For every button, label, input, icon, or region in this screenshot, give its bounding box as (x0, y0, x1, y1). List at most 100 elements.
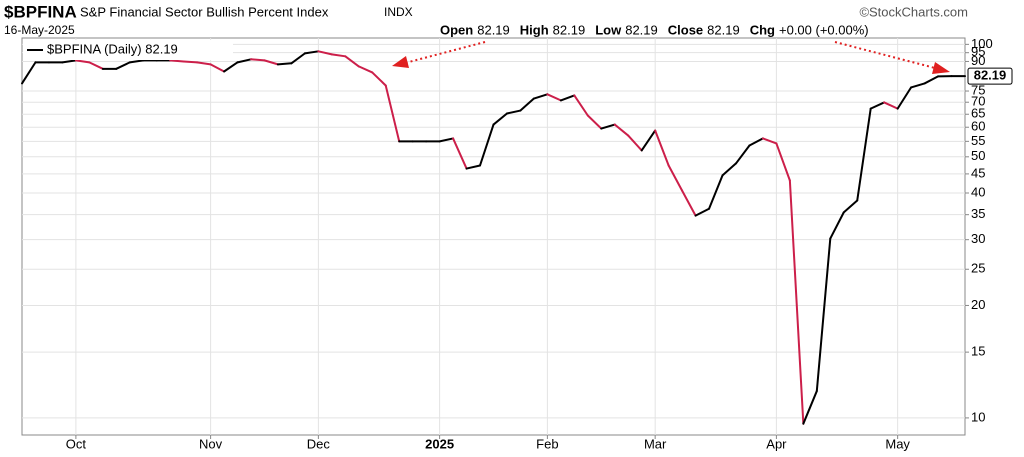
line-segment (357, 65, 374, 74)
quote-label: Open (440, 22, 473, 37)
line-segment (317, 50, 333, 56)
line-segment (788, 179, 805, 425)
line-segment (61, 59, 77, 64)
line-segment (640, 129, 657, 152)
y-tick-label: 45 (971, 165, 985, 180)
line-segment (842, 199, 859, 214)
line-segment (681, 189, 697, 217)
line-segment (209, 63, 226, 73)
arrow-line (834, 41, 936, 69)
y-tick-label: 75 (971, 82, 985, 97)
line-segment (600, 123, 616, 130)
line-segment (452, 137, 468, 170)
legend: $BPFINA (Daily) 82.19 (23, 40, 233, 60)
arrow-line (404, 41, 486, 64)
line-segment (748, 137, 764, 147)
line-segment (586, 114, 603, 130)
line-segment (654, 129, 670, 167)
legend-label: $BPFINA (Daily) 82.19 (47, 41, 178, 56)
line-segment (115, 61, 131, 70)
y-tick-label: 70 (971, 94, 985, 109)
y-tick-label: 30 (971, 231, 985, 246)
line-segment (465, 164, 482, 170)
y-tick-label: 100 (971, 36, 993, 51)
line-segment (492, 112, 508, 126)
line-segment (438, 137, 455, 143)
y-tick-label: 40 (971, 184, 985, 199)
x-tick-label: Oct (66, 436, 87, 451)
line-segment (734, 144, 751, 165)
quote-value: 82.19 (707, 22, 740, 37)
line-segment (250, 58, 266, 62)
line-segment (519, 97, 535, 112)
line-segment (532, 93, 549, 100)
line-segment (21, 61, 37, 85)
line-segment (384, 84, 401, 143)
quote-label: Close (668, 22, 703, 37)
quote-label: Low (595, 22, 622, 37)
source: ©StockCharts.com (859, 4, 968, 19)
line-segment (923, 75, 940, 85)
symbol: $BPFINA (4, 2, 77, 21)
line-segment (74, 59, 91, 64)
x-tick-label: Feb (536, 436, 558, 451)
line-segment (802, 390, 818, 425)
line-segment (303, 50, 320, 55)
x-tick-label: Dec (307, 436, 331, 451)
line-series (21, 50, 966, 425)
x-tick-label: 2025 (425, 436, 454, 451)
line-segment (896, 86, 913, 110)
arrow-head (392, 56, 409, 68)
y-tick-label: 95 (971, 44, 985, 59)
line-segment (169, 59, 185, 63)
y-tick-label: 50 (971, 148, 985, 163)
line-segment (559, 94, 576, 102)
date: 16-May-2025 (4, 23, 75, 37)
y-tick-label: 60 (971, 119, 985, 134)
line-segment (667, 164, 684, 192)
line-segment (276, 62, 293, 66)
quote-value: 82.19 (625, 22, 658, 37)
y-tick-label: 35 (971, 206, 985, 221)
y-tick-label: 65 (971, 106, 985, 121)
y-tick-label: 55 (971, 133, 985, 148)
line-segment (330, 53, 347, 58)
line-segment (869, 101, 886, 110)
line-segment (546, 93, 562, 102)
line-segment (223, 61, 239, 73)
last-value-label: 82.19 (974, 68, 1007, 83)
quote-value: 82.19 (553, 22, 586, 37)
line-segment (236, 58, 253, 64)
exchange: INDX (384, 5, 413, 19)
quote: Open 82.19 High 82.19 Low 82.19 Close 82.19 Chg +… (440, 22, 869, 37)
line-segment (883, 101, 899, 110)
y-tick-label: 25 (971, 261, 985, 276)
line-segment (128, 59, 145, 64)
chart-title: S&P Financial Sector Bullish Percent Ind… (80, 4, 329, 19)
line-segment (196, 61, 212, 66)
line-segment (708, 174, 724, 210)
y-tick-label: 15 (971, 344, 985, 359)
x-tick-label: Nov (199, 436, 223, 451)
line-segment (505, 109, 522, 115)
line-segment (721, 162, 737, 177)
line-segment (829, 211, 845, 240)
quote-label: Chg (750, 22, 775, 37)
x-tick-label: Mar (644, 436, 667, 451)
line-segment (694, 207, 711, 217)
quote-value: 82.19 (477, 22, 510, 37)
line-segment (371, 71, 387, 87)
line-segment (627, 134, 643, 152)
y-tick-label: 10 (971, 409, 985, 424)
y-tick-label: 20 (971, 297, 985, 312)
line-segment (263, 59, 279, 66)
line-segment (856, 107, 872, 202)
line-segment (613, 123, 630, 137)
x-tick-label: May (885, 436, 910, 451)
line-segment (573, 94, 589, 117)
plot-frame (21, 37, 966, 436)
line-segment (182, 60, 199, 64)
line-segment (344, 55, 360, 68)
